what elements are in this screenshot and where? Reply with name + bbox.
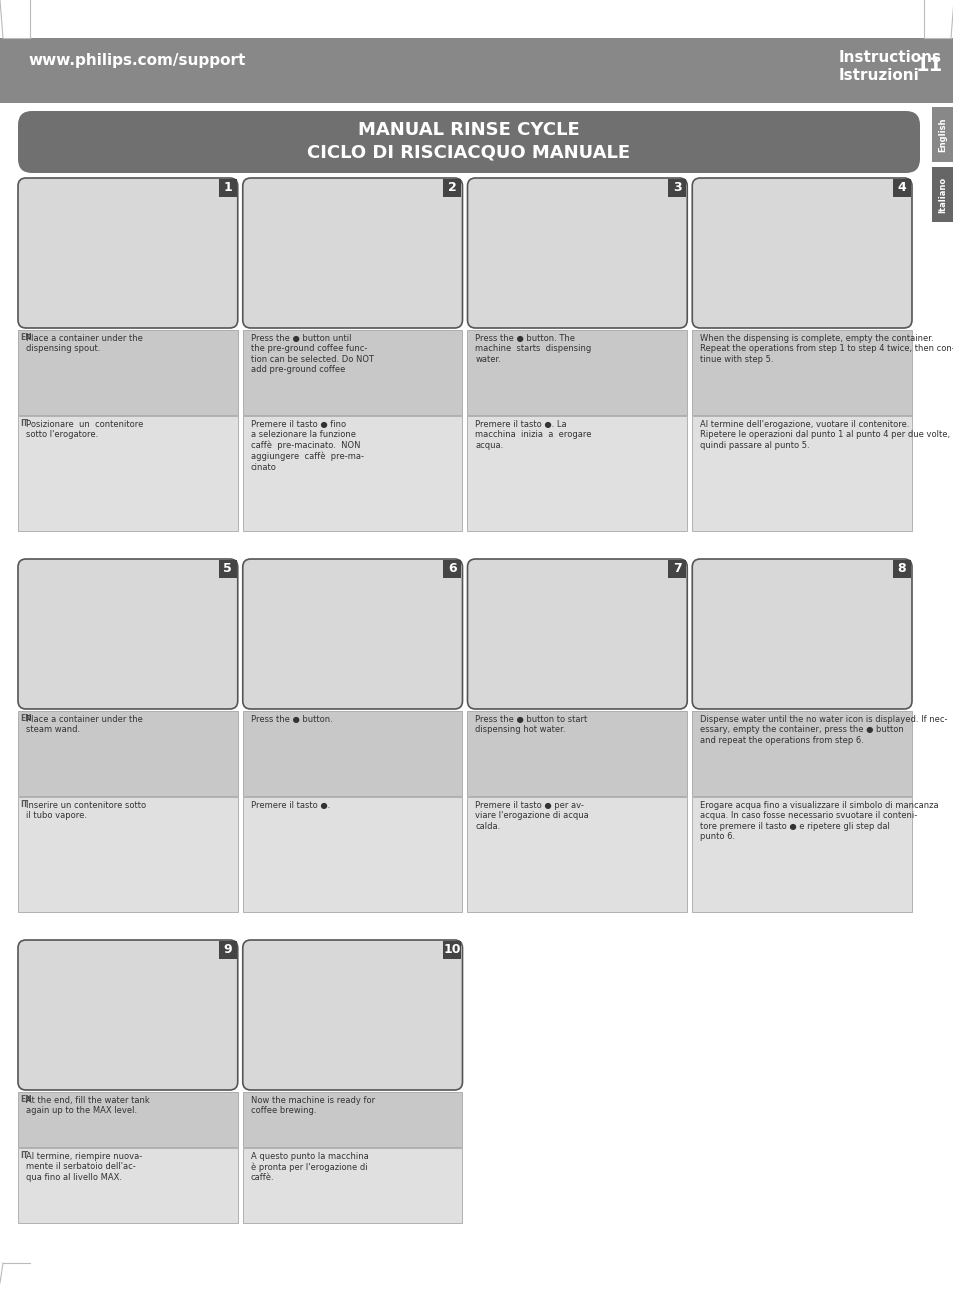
- Bar: [443, 180, 461, 196]
- Bar: [18, 798, 237, 912]
- Bar: [892, 180, 910, 196]
- Text: A questo punto la macchina
è pronta per l'erogazione di
caffè.: A questo punto la macchina è pronta per …: [251, 1151, 368, 1183]
- Bar: [443, 559, 461, 578]
- Text: Premere il tasto ● per av-
viare l'erogazione di acqua
calda.: Premere il tasto ● per av- viare l'eroga…: [475, 801, 589, 831]
- Text: 7: 7: [672, 562, 680, 575]
- Text: IT: IT: [20, 419, 29, 428]
- Text: Press the ● button.: Press the ● button.: [251, 716, 333, 723]
- Text: Al termine, riempire nuova-
mente il serbatoio dell'ac-
qua fino al livello MAX.: Al termine, riempire nuova- mente il ser…: [26, 1151, 142, 1181]
- Text: 2: 2: [448, 181, 456, 194]
- Text: Press the ● button until
the pre-ground coffee func-
tion can be selected. Do NO: Press the ● button until the pre-ground …: [251, 334, 374, 375]
- Text: Al termine dell'erogazione, vuotare il contenitore.
Ripetere le operazioni dal p: Al termine dell'erogazione, vuotare il c…: [700, 420, 949, 450]
- Text: EN: EN: [20, 714, 31, 723]
- Bar: [18, 1147, 237, 1223]
- Bar: [667, 180, 685, 196]
- Text: EN: EN: [20, 333, 31, 342]
- Text: MANUAL RINSE CYCLE: MANUAL RINSE CYCLE: [357, 121, 579, 139]
- Text: 4: 4: [897, 181, 905, 194]
- Text: Erogare acqua fino a visualizzare il simbolo di mancanza
acqua. In caso fosse ne: Erogare acqua fino a visualizzare il sim…: [700, 801, 938, 842]
- Bar: [242, 712, 462, 796]
- Text: Premere il tasto ●.: Premere il tasto ●.: [251, 801, 330, 811]
- Text: Press the ● button to start
dispensing hot water.: Press the ● button to start dispensing h…: [475, 716, 587, 734]
- Bar: [931, 167, 953, 222]
- Bar: [692, 416, 911, 531]
- Text: 11: 11: [915, 56, 943, 75]
- Text: Premere il tasto ● fino
a selezionare la funzione
caffè  pre-macinato.  NON
aggi: Premere il tasto ● fino a selezionare la…: [251, 420, 363, 472]
- FancyBboxPatch shape: [18, 111, 919, 173]
- FancyBboxPatch shape: [467, 178, 686, 328]
- Bar: [692, 330, 911, 415]
- FancyBboxPatch shape: [692, 559, 911, 709]
- Text: EN: EN: [20, 1095, 31, 1105]
- Text: Press the ● button. The
machine  starts  dispensing
water.: Press the ● button. The machine starts d…: [475, 334, 591, 364]
- Text: IT: IT: [20, 800, 29, 809]
- Text: Posizionare  un  contenitore
sotto l'erogatore.: Posizionare un contenitore sotto l'eroga…: [26, 420, 143, 440]
- Text: CICLO DI RISCIACQUO MANUALE: CICLO DI RISCIACQUO MANUALE: [307, 143, 630, 161]
- FancyBboxPatch shape: [692, 178, 911, 328]
- FancyBboxPatch shape: [242, 178, 462, 328]
- FancyBboxPatch shape: [18, 559, 237, 709]
- Text: www.philips.com/support: www.philips.com/support: [28, 53, 245, 68]
- Bar: [467, 416, 686, 531]
- Text: Instructions: Instructions: [838, 49, 941, 65]
- Bar: [218, 180, 236, 196]
- Bar: [467, 712, 686, 796]
- Bar: [467, 330, 686, 415]
- Bar: [242, 330, 462, 415]
- Bar: [18, 1092, 237, 1147]
- Bar: [242, 416, 462, 531]
- Text: Place a container under the
dispensing spout.: Place a container under the dispensing s…: [26, 334, 143, 354]
- Text: 5: 5: [223, 562, 232, 575]
- Bar: [242, 1147, 462, 1223]
- Bar: [18, 712, 237, 796]
- FancyBboxPatch shape: [467, 559, 686, 709]
- Bar: [218, 941, 236, 959]
- FancyBboxPatch shape: [18, 941, 237, 1090]
- Bar: [0, 38, 953, 103]
- Text: Istruzioni: Istruzioni: [838, 68, 919, 83]
- Text: Place a container under the
steam wand.: Place a container under the steam wand.: [26, 716, 143, 734]
- Text: At the end, fill the water tank
again up to the MAX level.: At the end, fill the water tank again up…: [26, 1095, 150, 1115]
- Text: 8: 8: [897, 562, 905, 575]
- Bar: [18, 416, 237, 531]
- Bar: [242, 1092, 462, 1147]
- Bar: [467, 798, 686, 912]
- Bar: [692, 712, 911, 796]
- Text: English: English: [938, 117, 946, 152]
- Text: 6: 6: [448, 562, 456, 575]
- Bar: [667, 559, 685, 578]
- FancyBboxPatch shape: [242, 559, 462, 709]
- Text: Inserire un contenitore sotto
il tubo vapore.: Inserire un contenitore sotto il tubo va…: [26, 801, 146, 821]
- Text: Italiano: Italiano: [938, 177, 946, 212]
- FancyBboxPatch shape: [242, 941, 462, 1090]
- Text: 9: 9: [223, 943, 232, 956]
- Bar: [443, 941, 461, 959]
- Bar: [931, 107, 953, 163]
- Bar: [218, 559, 236, 578]
- Text: 10: 10: [443, 943, 460, 956]
- Bar: [18, 330, 237, 415]
- Bar: [242, 798, 462, 912]
- Text: Now the machine is ready for
coffee brewing.: Now the machine is ready for coffee brew…: [251, 1095, 375, 1115]
- Text: IT: IT: [20, 1151, 29, 1160]
- Text: 3: 3: [672, 181, 680, 194]
- Bar: [692, 798, 911, 912]
- Text: Dispense water until the no water icon is displayed. If nec-
essary, empty the c: Dispense water until the no water icon i…: [700, 716, 946, 744]
- FancyBboxPatch shape: [18, 178, 237, 328]
- Text: When the dispensing is complete, empty the container.
Repeat the operations from: When the dispensing is complete, empty t…: [700, 334, 953, 364]
- Text: 1: 1: [223, 181, 232, 194]
- Text: Premere il tasto ●. La
macchina  inizia  a  erogare
acqua.: Premere il tasto ●. La macchina inizia a…: [475, 420, 592, 450]
- Bar: [892, 559, 910, 578]
